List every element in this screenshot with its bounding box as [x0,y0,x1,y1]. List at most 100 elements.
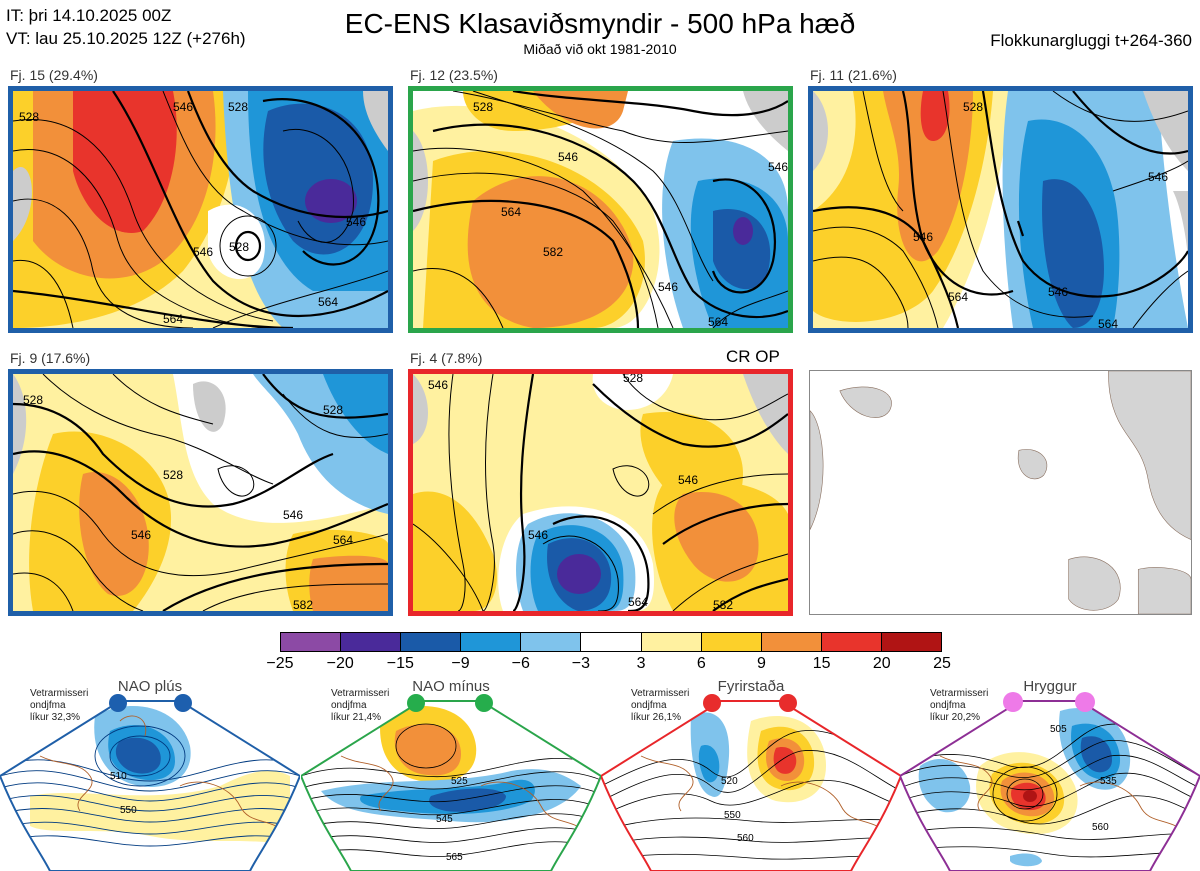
map1-label: 546 [173,100,193,114]
colorbar-swatch [701,633,762,651]
regime3-contour-label: 520 [721,776,738,787]
colorbar-swatch [461,633,522,651]
note-probability: líkur 26,1% [631,712,682,723]
colorbar-tick: −25 [266,655,294,672]
colorbar-swatch [401,633,462,651]
page-subtitle: Miðað við okt 1981-2010 [523,41,677,57]
map1-label: 528 [229,240,249,254]
map1-label: 528 [228,100,248,114]
valid-time: VT: lau 25.10.2025 12Z (+276h) [6,29,246,48]
map-canvas-6 [810,371,1191,614]
map2-label: 564 [708,315,728,328]
panel-label-1: Fj. 15 (29.4%) [10,67,98,83]
map-canvas-2: 528 546 564 582 546 564 546 [413,91,788,328]
map3-label: 546 [913,230,933,244]
cluster-map-5: 546 528 546 564 582 546 [408,369,793,616]
cluster-map-2: 528 546 564 582 546 564 546 [408,86,793,333]
page-title: EC-ENS Klasaviðsmyndir - 500 hPa hæð [344,8,856,39]
map5-label: 528 [623,374,643,385]
regime-note: Vetrarmisseri ondjfma líkur 21,4% [331,688,389,724]
colorbar-tick: −15 [386,655,414,672]
map4-label: 528 [323,403,343,417]
colorbar-swatch [281,633,342,651]
cluster-window: Flokkunargluggi t+264-360 [990,31,1192,50]
map1-label: 564 [163,312,183,326]
panel-label-5: Fj. 4 (7.8%) [410,350,483,366]
map3-label: 564 [1098,317,1118,328]
colorbar-tick: 3 [636,655,646,672]
colorbar-tick: −20 [326,655,354,672]
map4-label: 528 [23,393,43,407]
map5-label: 546 [428,378,448,392]
regime-note: Vetrarmisseri ondjfma líkur 26,1% [631,688,689,724]
map1-label: 546 [346,215,366,229]
panel-label-4: Fj. 9 (17.6%) [10,350,91,366]
regime3-contour-label: 550 [724,810,741,821]
colorbar-swatch [821,633,882,651]
regime-title: NAO mínus [412,678,490,695]
cluster-map-4: 528 528 546 528 564 582 546 [8,369,393,616]
regime-note: Vetrarmisseri ondjfma líkur 20,2% [930,688,988,724]
map2-label: 546 [768,160,788,174]
map3-label: 546 [1048,285,1068,299]
regime1-contour-label: 550 [120,805,137,816]
regime-blocking: 520 550 560 Fyrirstaða Vetrarmisseri ond… [601,676,901,871]
map1-label: 546 [193,245,213,259]
map-canvas-1: 528 546 528 546 564 564 546 528 [13,91,388,328]
regime-nao-plus: 510 550 NAO plús Vetrarmisseri ondjfma l… [0,676,300,871]
regime4-contour-label: 560 [1092,822,1109,833]
note-probability: líkur 20,2% [930,712,981,723]
init-time: IT: þri 14.10.2025 00Z [6,6,172,25]
empty-map [809,370,1192,615]
map4-label: 546 [131,528,151,542]
map5-label: 582 [713,598,733,611]
note-season: Vetrarmisseri [631,688,690,699]
regime4-contour-label: 535 [1100,776,1117,787]
regime-title: Fyrirstaða [717,678,785,695]
panel-label-3: Fj. 11 (21.6%) [810,67,897,83]
regime2-contour-label: 525 [451,776,468,787]
regime-map-2: 525 545 565 [301,694,601,871]
regime-note: Vetrarmisseri ondjfma líkur 32,3% [30,688,88,724]
map5-label: 564 [628,595,648,609]
regime3-contour-label: 560 [737,833,754,844]
note-probability: líkur 21,4% [331,712,382,723]
map1-label: 564 [318,295,338,309]
note-season: Vetrarmisseri [331,688,390,699]
cluster-map-3: 528 546 564 546 564 546 [808,86,1193,333]
colorbar-swatch [881,633,942,651]
colorbar-tick: 25 [933,655,951,672]
regime-title: NAO plús [117,678,183,695]
map1-label: 528 [19,110,39,124]
map4-label: 582 [293,598,313,611]
map4-label: 546 [283,508,303,522]
regime2-contour-label: 565 [446,852,463,863]
regime-map-3: 520 550 560 [601,694,901,871]
note-months: ondjfma [631,700,667,711]
colorbar-tick: 15 [812,655,831,672]
note-months: ondjfma [930,700,966,711]
regime2-contour-label: 545 [436,814,453,825]
map4-label: 564 [333,533,353,547]
map2-label: 546 [658,280,678,294]
regime-map-4: 505 535 560 [900,692,1200,871]
colorbar-tick: 20 [872,655,891,672]
regime4-contour-label: 505 [1050,724,1067,735]
colorbar-swatch [761,633,822,651]
map2-label: 546 [558,150,578,164]
colorbar-swatch [641,633,702,651]
map-canvas-5: 546 528 546 564 582 546 [413,374,788,611]
colorbar-tick: −3 [571,655,591,672]
colorbar-tick: −9 [451,655,470,672]
map2-label: 564 [501,205,521,219]
cluster-map-1: 528 546 528 546 564 564 546 528 [8,86,393,333]
map3-label: 564 [948,290,968,304]
colorbar [280,632,942,652]
map5-label: 546 [678,473,698,487]
map-canvas-3: 528 546 564 546 564 546 [813,91,1188,328]
note-season: Vetrarmisseri [30,688,89,699]
map5-label: 546 [528,528,548,542]
note-months: ondjfma [30,700,66,711]
note-season: Vetrarmisseri [930,688,989,699]
colorbar-tick: −6 [511,655,530,672]
